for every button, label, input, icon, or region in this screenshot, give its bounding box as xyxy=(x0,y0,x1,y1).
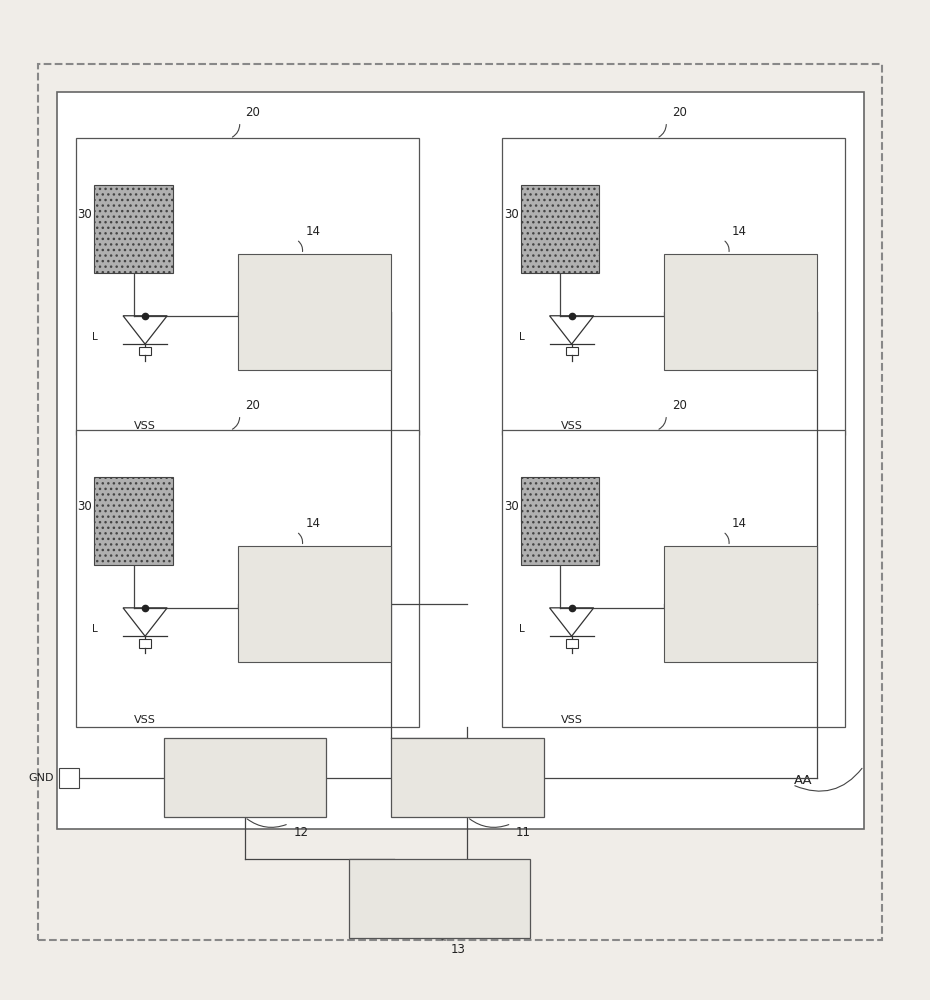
Text: L: L xyxy=(92,332,98,342)
Bar xyxy=(664,546,817,662)
Bar xyxy=(238,546,391,662)
Bar xyxy=(75,138,418,435)
Text: 补偿输入
子模块: 补偿输入 子模块 xyxy=(299,590,329,618)
Bar xyxy=(238,254,391,370)
Text: GND: GND xyxy=(29,773,54,783)
Text: 电压存储
子模块: 电压存储 子模块 xyxy=(230,764,259,792)
Bar xyxy=(57,92,864,829)
Text: 补偿输入
子模块: 补偿输入 子模块 xyxy=(725,298,756,326)
Bar xyxy=(521,185,600,273)
Text: AA: AA xyxy=(794,774,813,787)
Bar xyxy=(140,639,151,648)
Bar xyxy=(664,254,817,370)
Text: 30: 30 xyxy=(504,208,519,221)
Text: 11: 11 xyxy=(516,826,531,839)
Text: 20: 20 xyxy=(246,106,260,119)
Bar xyxy=(164,738,326,817)
Text: 20: 20 xyxy=(246,399,260,412)
Text: VSS: VSS xyxy=(561,421,582,431)
Bar xyxy=(391,738,544,817)
Text: 20: 20 xyxy=(671,399,686,412)
Text: VSS: VSS xyxy=(561,715,582,725)
Bar xyxy=(59,768,79,788)
Text: 13: 13 xyxy=(451,943,466,956)
Text: 30: 30 xyxy=(77,208,92,221)
Bar xyxy=(565,347,578,355)
Text: 14: 14 xyxy=(306,517,321,530)
Text: 30: 30 xyxy=(504,500,519,513)
Text: 数据处理
子模块: 数据处理 子模块 xyxy=(424,884,455,912)
Bar xyxy=(75,430,418,727)
Text: 12: 12 xyxy=(294,826,309,839)
Bar xyxy=(349,859,530,938)
Bar xyxy=(521,477,600,565)
Bar xyxy=(94,477,173,565)
Bar xyxy=(140,347,151,355)
Text: VSS: VSS xyxy=(134,421,156,431)
Text: 20: 20 xyxy=(671,106,686,119)
Text: VSS: VSS xyxy=(134,715,156,725)
Text: 14: 14 xyxy=(732,517,747,530)
Bar xyxy=(94,185,173,273)
Bar xyxy=(502,138,845,435)
Text: 补偿输入
子模块: 补偿输入 子模块 xyxy=(725,590,756,618)
Text: L: L xyxy=(519,624,525,634)
Text: L: L xyxy=(92,624,98,634)
Text: 信号输入
子模块: 信号输入 子模块 xyxy=(452,764,483,792)
Text: L: L xyxy=(519,332,525,342)
Bar xyxy=(565,639,578,648)
Text: 14: 14 xyxy=(732,225,747,238)
Text: 30: 30 xyxy=(77,500,92,513)
Bar xyxy=(502,430,845,727)
Text: 补偿输入
子模块: 补偿输入 子模块 xyxy=(299,298,329,326)
Text: 14: 14 xyxy=(306,225,321,238)
